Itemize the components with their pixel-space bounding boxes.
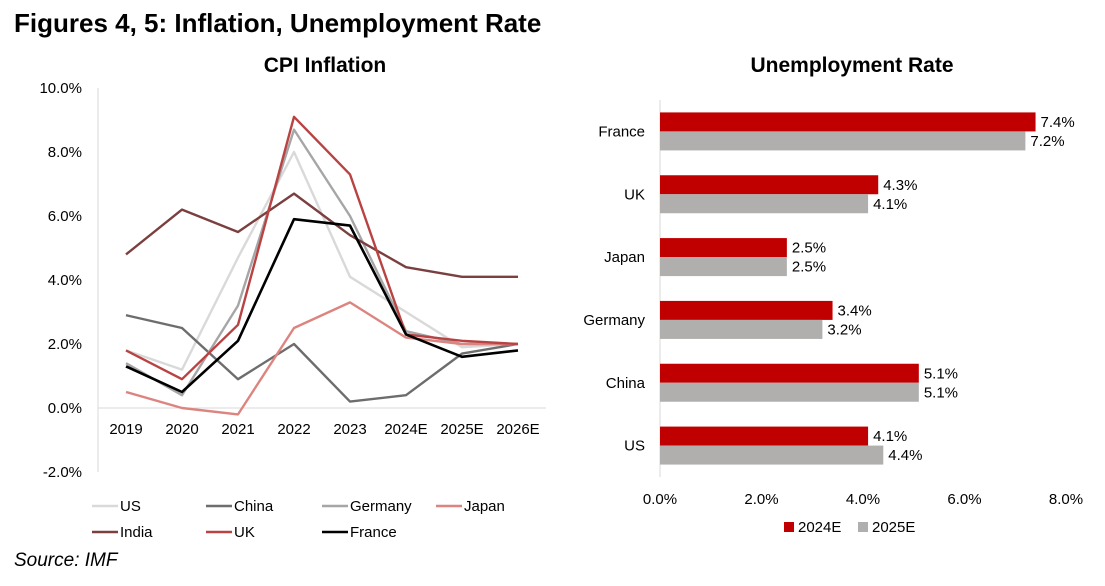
series-line-india [125,192,518,278]
data-label: 4.3% [883,177,917,194]
data-label: 5.1% [924,384,958,401]
category-label: Japan [604,249,645,266]
bar-2025e-france [660,131,1026,151]
source-note: Source: IMF [14,550,118,571]
data-label: 4.4% [888,447,922,464]
x-tick-label: 2.0% [744,491,778,508]
bar-2025e-uk [660,194,869,214]
bar-2024e-us [660,426,869,446]
category-label: Germany [583,312,645,329]
y-tick-label: 8.0% [48,144,82,161]
cpi-inflation-chart: CPI Inflation -2.0% 0.0% 2.0% 4.0% 6.0% 8.0% 1… [39,54,546,541]
y-tick-label: 2.0% [48,336,82,353]
data-label: 5.1% [924,365,958,382]
bar-2025e-germany [660,319,823,339]
chart-title: Unemployment Rate [750,54,953,77]
data-label: 3.2% [827,321,861,338]
x-tick-label: 2024E [384,421,427,438]
data-label: 7.2% [1030,133,1064,150]
y-tick-label: 4.0% [48,272,82,289]
y-tick-label: 0.0% [48,400,82,417]
legend-swatch-2024e [784,522,794,532]
data-label: 4.1% [873,428,907,445]
bar-2024e-china [660,363,919,383]
x-tick-label: 2023 [333,421,366,438]
legend-label-uk: UK [234,524,255,541]
legend-label-2025e: 2025E [872,519,915,536]
category-label: China [606,375,646,392]
x-tick-label: 6.0% [947,491,981,508]
category-label: France [598,123,645,140]
bar-2024e-uk [660,175,879,195]
x-tick-label: 2022 [277,421,310,438]
chart-title: CPI Inflation [264,54,387,77]
x-tick-label: 2020 [165,421,198,438]
x-tick-label: 2025E [440,421,483,438]
legend-label-china: China [234,498,274,515]
bar-2024e-japan [660,238,787,258]
legend-label-2024e: 2024E [798,519,841,536]
legend-label-india: India [120,524,153,541]
x-tick-label: 8.0% [1049,491,1083,508]
data-label: 2.5% [792,259,826,276]
x-tick-label: 2021 [221,421,254,438]
legend-label-france: France [350,524,397,541]
x-tick-label: 2019 [109,421,142,438]
series-line-china [125,314,519,403]
bar-2025e-us [660,445,884,465]
legend-swatch-2025e [858,522,868,532]
y-tick-label: 10.0% [39,80,82,97]
data-label: 3.4% [838,302,872,319]
legend-label-japan: Japan [464,498,505,515]
x-tick-label: 2026E [496,421,539,438]
series-line-us [125,150,519,371]
bar-2024e-germany [660,300,833,320]
data-label: 7.4% [1041,114,1075,131]
series-line-japan [125,301,518,416]
x-tick-label: 0.0% [643,491,677,508]
figure-heading: Figures 4, 5: Inflation, Unemployment Ra… [14,8,542,38]
legend-label-us: US [120,498,141,515]
series-line-uk [125,115,519,381]
category-label: US [624,438,645,455]
series-line-france [125,217,519,394]
bar-2024e-france [660,112,1036,132]
data-label: 2.5% [792,240,826,257]
data-label: 4.1% [873,196,907,213]
y-tick-label: 6.0% [48,208,82,225]
legend-label-germany: Germany [350,498,412,515]
y-tick-label: -2.0% [43,464,82,481]
x-tick-label: 4.0% [846,491,880,508]
category-label: UK [624,186,645,203]
bar-2025e-china [660,382,919,402]
bar-2025e-japan [660,257,787,277]
